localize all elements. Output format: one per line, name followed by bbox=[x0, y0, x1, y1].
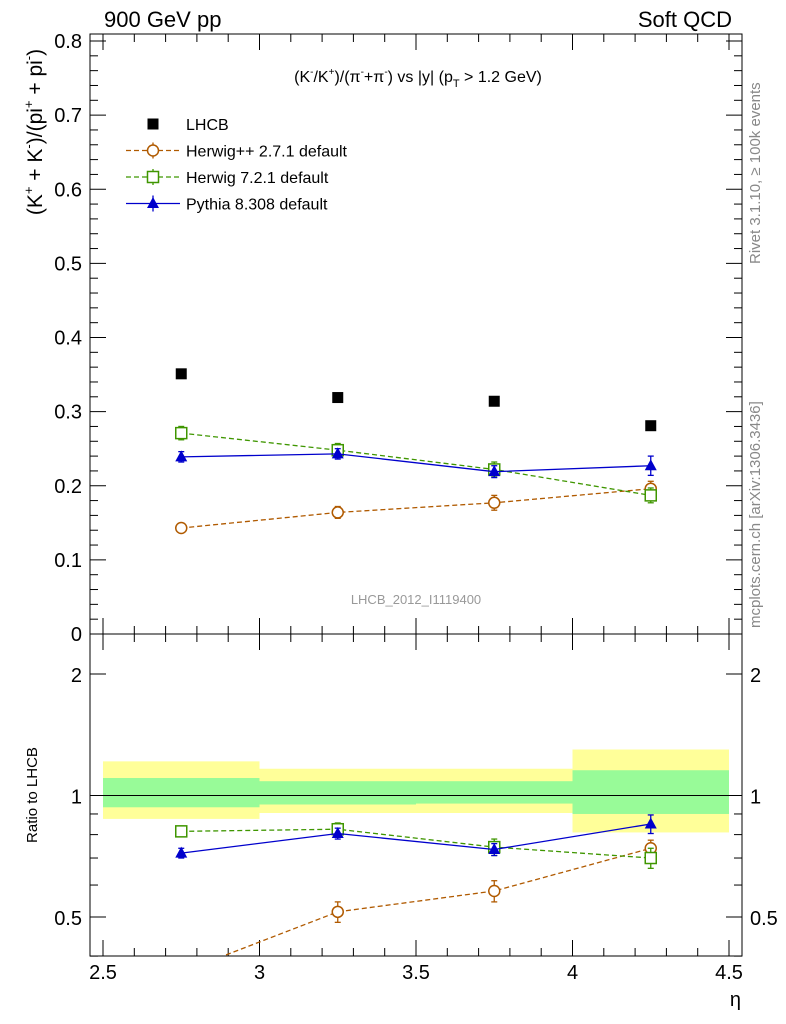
plot-title: (K-/K+)/(π-+π-) vs |y| (pT > 1.2 GeV) bbox=[294, 67, 542, 90]
ratio-data-point bbox=[175, 846, 188, 858]
main-series-line bbox=[181, 488, 651, 529]
header-left: 900 GeV pp bbox=[104, 7, 221, 32]
ratio-data-point bbox=[331, 827, 344, 839]
legend-marker-herwig-7-2-1-default bbox=[146, 170, 160, 184]
main-y-tick-label: 0.5 bbox=[54, 253, 82, 275]
main-y-tick-label: 0.3 bbox=[54, 402, 82, 424]
ratio-y-tick-label: 0.5 bbox=[54, 908, 82, 930]
ratio-uncertainty-bands bbox=[103, 749, 729, 833]
main-series-pythia-8-308-default bbox=[175, 447, 657, 479]
legend-marker-herwig-2-7-1-default bbox=[146, 144, 160, 157]
ratio-y-tick-label-right: 1 bbox=[750, 787, 761, 809]
ratio-series bbox=[175, 814, 657, 978]
header-right: Soft QCD bbox=[638, 7, 732, 32]
ratio-series-line bbox=[181, 828, 651, 859]
rivet-label: Rivet 3.1.10, ≥ 100k events bbox=[747, 82, 764, 264]
x-tick-label: 4 bbox=[567, 962, 578, 984]
main-data-point bbox=[644, 489, 657, 502]
main-data-point bbox=[332, 392, 344, 404]
main-y-tick-label: 0.7 bbox=[54, 105, 82, 127]
mcplots-label: mcplots.cern.ch [arXiv:1306.3436] bbox=[747, 401, 764, 628]
main-data-point bbox=[175, 368, 187, 380]
ratio-data-point bbox=[488, 884, 501, 898]
ratio-series-line bbox=[221, 847, 651, 956]
main-data-point bbox=[645, 420, 657, 432]
ratio-band-green bbox=[416, 781, 573, 804]
ratio-axis-ticks bbox=[90, 634, 742, 957]
ratio-series-pythia-8-308-default bbox=[175, 814, 657, 859]
main-series-line bbox=[181, 432, 651, 497]
main-y-axis-label: (K+ + K-)/(pi+ + pi-) bbox=[21, 49, 47, 215]
ratio-data-point bbox=[644, 851, 657, 865]
ratio-data-point bbox=[331, 905, 344, 919]
ratio-y-tick-labels: 0.5 0.5 1 1 2 2 bbox=[54, 665, 778, 930]
main-y-tick-labels: 0.1 0.2 0.3 0.4 0.5 0.6 0.7 0.8 0 bbox=[54, 31, 82, 646]
main-data-point bbox=[488, 395, 500, 407]
x-tick-label: 2.5 bbox=[89, 962, 117, 984]
main-axis-ticks bbox=[90, 34, 742, 635]
main-panel: 0.1 0.2 0.3 0.4 0.5 0.6 0.7 0.8 0 (K-/K+)/(π-+π-… bbox=[21, 31, 743, 646]
x-tick-label: 4.5 bbox=[715, 962, 743, 984]
main-data-point bbox=[175, 521, 188, 535]
ratio-data-point bbox=[644, 817, 657, 829]
ratio-series-herwig-2-7-1-default bbox=[176, 839, 657, 978]
main-y-tick-label: 0 bbox=[71, 624, 82, 646]
ratio-panel-frame bbox=[89, 633, 743, 957]
x-tick-label: 3.5 bbox=[402, 962, 430, 984]
main-data-point bbox=[331, 506, 344, 519]
main-y-tick-label: 0.8 bbox=[54, 31, 82, 53]
ratio-band-green bbox=[103, 777, 260, 808]
legend-marker-pythia-8-308-default bbox=[147, 197, 159, 208]
x-axis-label: η bbox=[730, 989, 741, 1011]
ratio-data-point bbox=[488, 842, 501, 854]
legend-label-lhcb: LHCB bbox=[186, 117, 229, 134]
ratio-y-tick-label-right: 0.5 bbox=[750, 908, 778, 930]
main-data-point bbox=[488, 496, 501, 510]
main-data-point bbox=[331, 447, 344, 459]
ratio-data-point bbox=[175, 825, 188, 838]
legend: LHCB Herwig++ 2.7.1 default Herwig 7.2.1 d… bbox=[126, 117, 348, 214]
ratio-band-green bbox=[572, 770, 729, 814]
main-series-line bbox=[181, 453, 651, 473]
x-tick-label: 3 bbox=[254, 962, 265, 984]
ratio-panel: 0.5 0.5 1 1 2 2 2.5 3 3.5 4 4.5 Ratio to LHCB η bbox=[24, 633, 778, 1011]
main-y-tick-label: 0.4 bbox=[54, 328, 82, 350]
ratio-y-tick-label: 2 bbox=[71, 665, 82, 687]
main-y-tick-label: 0.2 bbox=[54, 476, 82, 498]
main-series bbox=[175, 368, 657, 535]
main-series-herwig-7-2-1-default bbox=[175, 425, 657, 504]
ratio-y-tick-label-right: 2 bbox=[750, 665, 761, 687]
legend-label-pythia-8-308-default: Pythia 8.308 default bbox=[186, 197, 328, 214]
ratio-data-point bbox=[176, 967, 187, 978]
main-data-point bbox=[488, 465, 501, 477]
ratio-series-line bbox=[181, 823, 651, 854]
main-series-lhcb bbox=[175, 368, 657, 432]
main-y-tick-label: 0.6 bbox=[54, 179, 82, 201]
ratio-band-green bbox=[259, 781, 416, 805]
main-data-point bbox=[644, 459, 657, 471]
main-data-point bbox=[175, 450, 188, 462]
legend-marker-lhcb bbox=[147, 118, 159, 130]
main-series-herwig-2-7-1-default bbox=[175, 480, 657, 535]
legend-label-herwig-2-7-1-default: Herwig++ 2.7.1 default bbox=[186, 144, 348, 161]
ratio-y-axis-label: Ratio to LHCB bbox=[24, 747, 41, 843]
ratio-y-tick-label: 1 bbox=[71, 787, 82, 809]
legend-label-herwig-7-2-1-default: Herwig 7.2.1 default bbox=[186, 170, 329, 187]
main-y-tick-label: 0.1 bbox=[54, 550, 82, 572]
main-data-point bbox=[175, 426, 188, 440]
x-tick-labels: 2.5 3 3.5 4 4.5 bbox=[89, 962, 743, 984]
analysis-label: LHCB_2012_I1119400 bbox=[351, 592, 481, 607]
